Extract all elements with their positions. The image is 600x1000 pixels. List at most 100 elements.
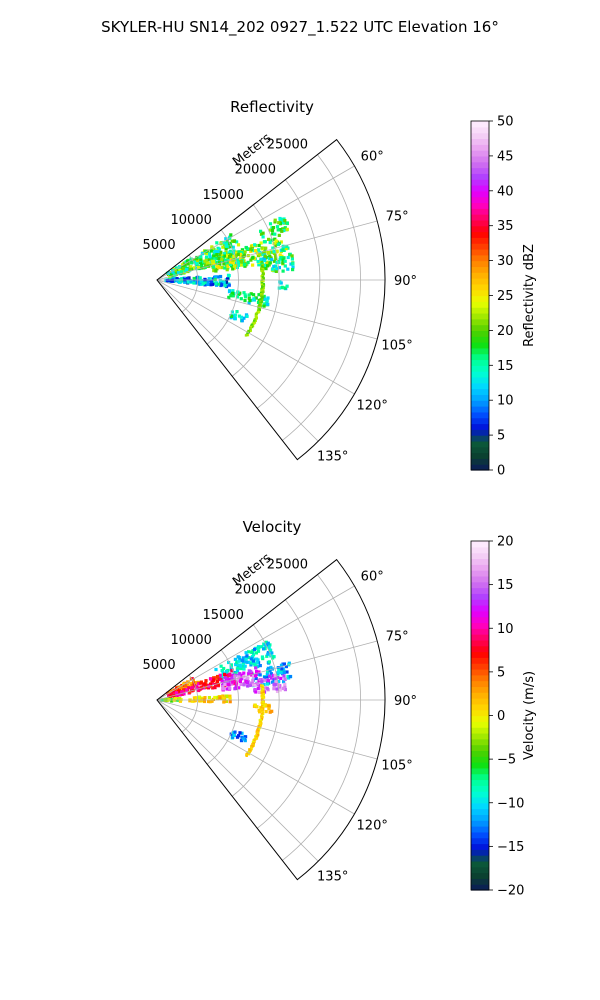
colorbar-tick-label: 10 bbox=[497, 394, 514, 409]
echo-gate bbox=[274, 269, 278, 273]
echo-gate bbox=[194, 681, 198, 685]
ring-echo-gate bbox=[260, 266, 263, 269]
velocity-colorbar: −20 −15 −10 −5 0 5 10 15 20 bbox=[470, 535, 524, 899]
colorbar-segment bbox=[471, 738, 489, 746]
echo-gate bbox=[266, 302, 270, 306]
colorbar-segment bbox=[471, 756, 489, 763]
echo-gate bbox=[180, 279, 184, 283]
echo-gate bbox=[239, 667, 243, 671]
echo-gate bbox=[247, 669, 251, 673]
echo-gate bbox=[228, 686, 232, 690]
echo-gate bbox=[221, 240, 226, 245]
echo-gate bbox=[270, 238, 274, 242]
colorbar-segment bbox=[471, 365, 489, 372]
echo-gate bbox=[224, 676, 228, 680]
echo-gate bbox=[211, 259, 215, 263]
echo-gate bbox=[170, 693, 174, 698]
colorbar-segment bbox=[471, 680, 489, 688]
echo-gate bbox=[223, 699, 227, 703]
echo-gate bbox=[288, 675, 292, 679]
echo-gate bbox=[251, 263, 255, 267]
echo-gate bbox=[204, 679, 208, 683]
echo-gate bbox=[181, 690, 185, 694]
ring-echo-gate bbox=[251, 743, 254, 746]
echo-gate bbox=[209, 249, 213, 253]
colorbar-segment bbox=[471, 715, 489, 722]
colorbar-segment bbox=[471, 400, 489, 407]
colorbar-tick-label: −20 bbox=[497, 884, 524, 899]
echo-gate bbox=[201, 282, 205, 286]
sector-boundary bbox=[156, 138, 386, 461]
echo-gate bbox=[262, 294, 266, 298]
ring-echo-gate bbox=[258, 724, 262, 727]
colorbar-segment bbox=[471, 587, 489, 594]
colorbar-segment bbox=[471, 546, 489, 554]
echo-gate bbox=[231, 291, 235, 295]
echo-gate bbox=[283, 677, 287, 681]
echo-gate bbox=[279, 663, 284, 667]
echo-gate bbox=[219, 677, 223, 681]
colorbar-segment bbox=[471, 866, 489, 874]
echo-gate bbox=[235, 240, 239, 244]
echo-gate bbox=[260, 246, 264, 250]
colorbar-segment bbox=[471, 173, 489, 180]
echo-gate bbox=[253, 703, 257, 707]
echo-gate bbox=[209, 685, 213, 689]
echo-gate bbox=[235, 735, 240, 739]
echo-gate bbox=[274, 264, 278, 268]
colorbar-tick-label: 45 bbox=[497, 149, 514, 164]
ring-echo-gate bbox=[248, 748, 251, 751]
ring-echo-gate bbox=[257, 724, 260, 728]
colorbar-segment bbox=[471, 779, 489, 786]
range-ring bbox=[257, 599, 321, 829]
echo-gate bbox=[274, 256, 278, 261]
echo-gate bbox=[231, 245, 235, 249]
colorbar-segment bbox=[471, 196, 489, 204]
ring-echo-gate bbox=[261, 704, 264, 707]
colorbar-segment bbox=[471, 849, 489, 856]
velocity-panel: Velocity 60° 75° 90° 105° 120° 135° 5000 10000 1… bbox=[143, 518, 537, 899]
echo-gate bbox=[282, 256, 286, 260]
echo-gate bbox=[239, 677, 243, 681]
echo-gate bbox=[273, 237, 277, 241]
echo-gate bbox=[219, 664, 223, 668]
echo-gate bbox=[254, 249, 258, 253]
colorbar-segment bbox=[471, 452, 489, 459]
echo-gate bbox=[240, 319, 244, 323]
echo-gate bbox=[229, 257, 233, 262]
echo-gate bbox=[238, 252, 243, 256]
echo-gate bbox=[291, 265, 295, 269]
colorbar-segment bbox=[471, 750, 489, 757]
echo-gate bbox=[217, 282, 221, 286]
echo-gate bbox=[266, 670, 270, 674]
colorbar-segment bbox=[471, 634, 489, 641]
echo-gate bbox=[263, 297, 267, 301]
reflectivity-panel: Reflectivity 60° 75° 90° 105° 120° 135° 5000 10… bbox=[143, 98, 537, 479]
echo-gate bbox=[278, 222, 283, 226]
echo-gate bbox=[242, 263, 246, 267]
echo-gate bbox=[185, 267, 189, 271]
echo-gate bbox=[213, 282, 217, 286]
echo-gate bbox=[253, 647, 257, 651]
echo-gate bbox=[236, 678, 240, 682]
echo-gate bbox=[260, 645, 264, 649]
azimuth-spoke bbox=[156, 585, 355, 701]
echo-gate bbox=[228, 700, 232, 704]
colorbar-segment bbox=[471, 161, 489, 169]
echo-gate bbox=[282, 670, 286, 675]
echo-gate bbox=[242, 667, 246, 671]
echo-gate bbox=[226, 277, 230, 281]
echo-gate bbox=[249, 249, 253, 253]
echo-gate bbox=[267, 257, 271, 261]
echo-gate bbox=[271, 680, 275, 684]
echo-gate bbox=[237, 263, 241, 267]
echo-gate bbox=[281, 258, 285, 262]
echo-gate bbox=[195, 255, 199, 260]
colorbar-segment bbox=[471, 184, 489, 192]
echo-gate bbox=[267, 660, 271, 664]
echo-gate bbox=[285, 221, 289, 226]
echo-gate bbox=[252, 293, 256, 297]
echo-gate bbox=[277, 221, 281, 225]
echo-gate bbox=[205, 261, 209, 265]
